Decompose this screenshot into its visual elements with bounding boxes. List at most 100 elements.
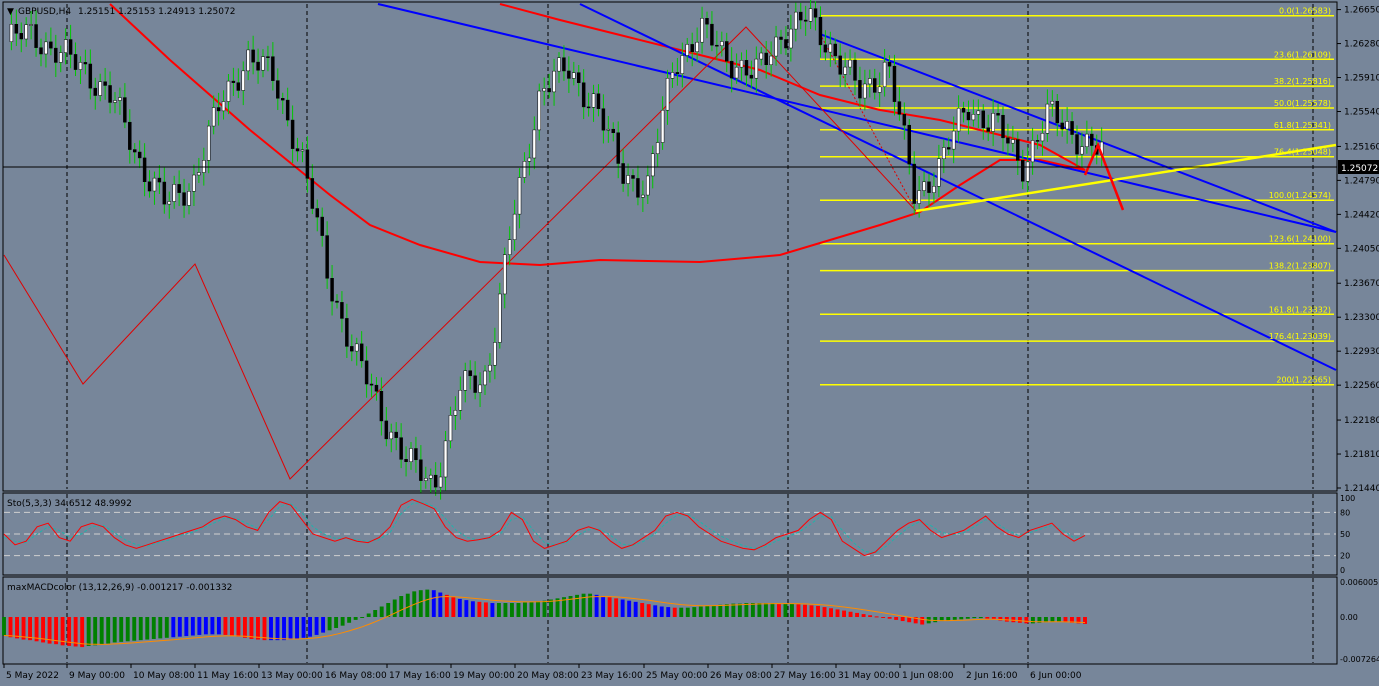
bull-candle [429, 474, 433, 479]
bear-candle [14, 23, 19, 34]
bear-candle [897, 101, 902, 115]
bull-candle [448, 415, 453, 442]
bull-candle [207, 125, 211, 161]
bull-candle [572, 72, 576, 79]
macd-histogram-bar [496, 603, 501, 617]
bull-candle [1065, 121, 1069, 130]
bear-candle [907, 124, 911, 165]
bull-candle [665, 78, 670, 111]
bear-candle [73, 54, 78, 70]
bear-candle [394, 431, 398, 438]
bear-candle [710, 23, 714, 46]
bull-candle [522, 161, 527, 178]
channel-upper-line [377, 3, 1337, 233]
macd-histogram-bar [1037, 617, 1042, 623]
symbol-dropdown-icon[interactable]: ▼ [7, 7, 14, 17]
macd-histogram-bar [509, 603, 514, 617]
bull-candle [202, 160, 206, 173]
macd-histogram-bar [965, 617, 970, 619]
bull-candle [774, 36, 778, 57]
bear-candle [986, 127, 990, 132]
bull-candle [877, 86, 882, 93]
macd-histogram-bar [1050, 617, 1055, 622]
macd-histogram-bar [568, 596, 573, 617]
zigzag-line [3, 26, 917, 480]
bull-candle [78, 62, 83, 70]
bear-candle [374, 384, 379, 392]
macd-histogram-bar [575, 594, 580, 617]
bear-candle [137, 151, 142, 159]
bull-candle [591, 93, 596, 108]
bear-candle [1006, 137, 1010, 144]
macd-histogram-bar [1056, 617, 1061, 622]
bear-candle [1016, 139, 1020, 161]
bull-candle [956, 107, 961, 132]
bull-candle [868, 78, 872, 85]
moving-average-line [109, 3, 1086, 267]
macd-histogram-bar [536, 601, 540, 617]
bull-candle [261, 56, 265, 71]
bear-candle [1021, 160, 1025, 182]
macd-histogram-bar [177, 617, 182, 637]
bull-candle [942, 147, 946, 160]
price-tick-label: 1.24420 [1344, 210, 1379, 220]
bull-candle [152, 177, 157, 192]
bull-candle [507, 239, 512, 255]
bear-candle [779, 36, 783, 40]
macd-histogram-bar [685, 607, 690, 617]
macd-histogram-bar [861, 614, 866, 617]
bear-candle [281, 98, 285, 101]
bear-candle [256, 61, 260, 71]
bull-candle [670, 72, 675, 79]
bear-candle [1070, 121, 1074, 135]
bear-candle [1035, 140, 1040, 142]
macd-histogram-bar [1030, 617, 1035, 624]
macd-histogram-bar [614, 598, 619, 617]
bear-candle [858, 80, 862, 99]
macd-histogram-bar [490, 603, 495, 617]
macd-histogram-bar [125, 617, 130, 642]
stochastic-panel[interactable]: Sto(5,3,3) 34.6512 48.9992 100 80 50 20 0 [2, 492, 1355, 576]
macd-histogram-bar [998, 617, 1003, 621]
forecast-arrow [1083, 141, 1125, 211]
stochastic-axis-label: 0 [1340, 566, 1345, 575]
forecast-path [1083, 141, 1125, 211]
macd-histogram-bar [887, 617, 892, 619]
macd-histogram-bar [457, 598, 462, 617]
macd-histogram-bar [470, 601, 475, 617]
macd-histogram-bar [516, 603, 521, 617]
bear-candle [927, 181, 931, 193]
macd-histogram-bar [106, 617, 111, 644]
macd-histogram-bar [327, 617, 332, 631]
bear-candle [285, 99, 290, 121]
bear-candle [142, 157, 147, 182]
price-panel[interactable]: 0.0(1.26583) 23.6(1.26109) 38.2(1.25816) 50… [2, 0, 1379, 500]
macd-histogram-bar [659, 606, 664, 617]
time-tick-label: 17 May 16:00 [389, 671, 451, 681]
bear-candle [577, 72, 581, 83]
bear-candle [88, 63, 93, 89]
time-tick-label: 16 May 08:00 [325, 671, 387, 681]
bear-candle [1060, 122, 1064, 130]
macd-histogram-bar [138, 617, 143, 641]
bull-candle [695, 41, 699, 52]
macd-histogram-bar [1083, 617, 1087, 624]
bull-candle [9, 23, 14, 42]
channel-short-line [819, 33, 1337, 233]
macd-panel[interactable]: maxMACDcolor (13,12,26,9) -0.001217 -0.0… [2, 576, 1379, 665]
bull-candle [932, 186, 936, 193]
macd-histogram-bar [249, 617, 254, 639]
ohlc-values: 1.25151 1.25153 1.24913 1.25072 [78, 7, 235, 17]
macd-histogram-bar [601, 596, 606, 617]
macd-histogram-bar [757, 603, 762, 617]
price-tick-label: 1.22930 [1344, 347, 1379, 357]
bear-candle [764, 52, 768, 66]
bull-candle [754, 58, 759, 79]
bear-candle [784, 39, 788, 49]
bear-candle [981, 110, 985, 129]
macd-histogram-bar [1024, 617, 1029, 624]
macd-histogram-bar [842, 610, 847, 617]
bull-candle [951, 130, 956, 150]
bear-candle [414, 448, 418, 461]
